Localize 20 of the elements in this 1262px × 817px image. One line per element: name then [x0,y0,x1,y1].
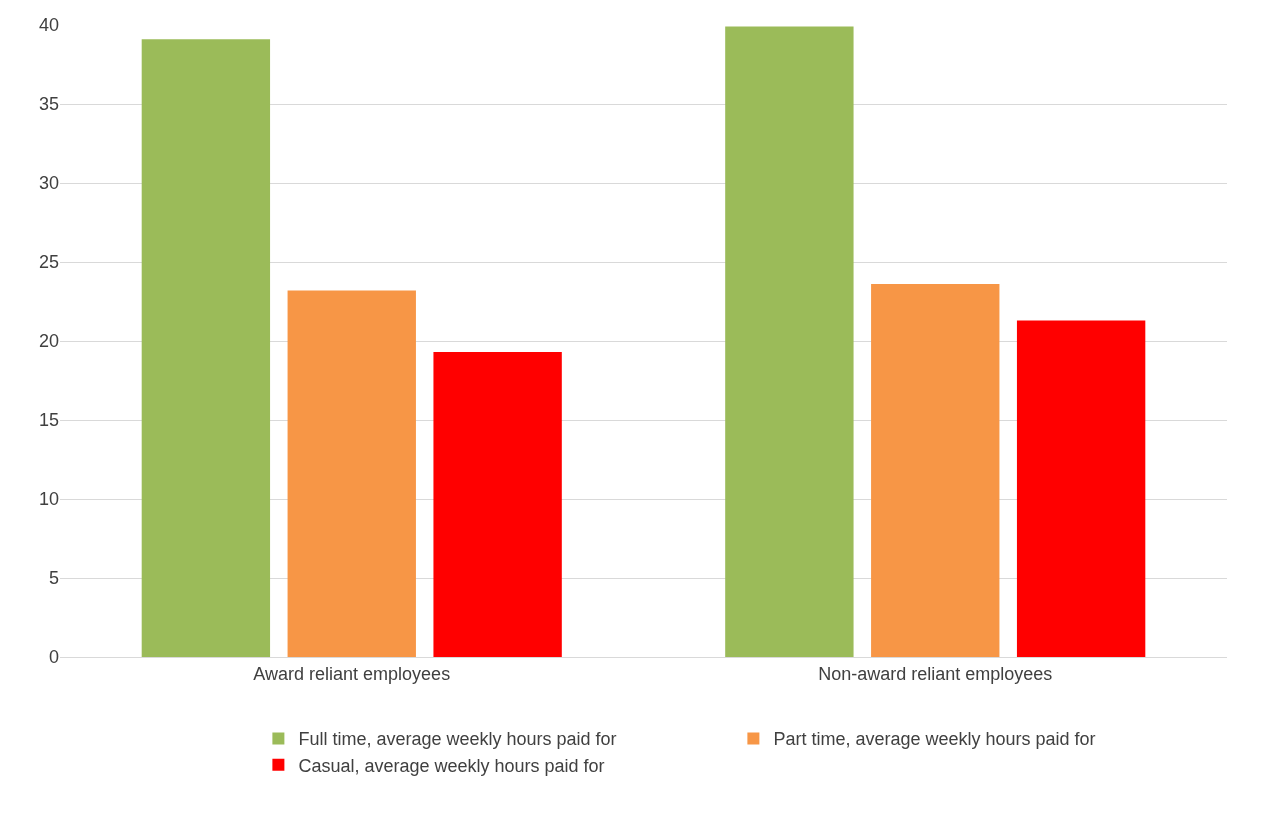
y-tick-label: 30 [38,173,59,194]
y-tick-label: 35 [38,94,59,115]
x-tick-label: Award reliant employees [253,663,451,684]
bar [1016,320,1146,657]
y-tick-label: 25 [38,252,59,273]
y-tick-label: 10 [38,489,59,510]
x-tick-label: Non-award reliant employees [818,663,1053,684]
y-tick-label: 15 [38,410,59,431]
y-tick-label: 20 [38,331,59,352]
bar [725,26,854,657]
bar [871,284,1000,657]
legend-label: Casual, average weekly hours paid for [298,755,605,776]
y-tick-label: 40 [38,15,59,36]
y-tick-label: 5 [48,568,59,589]
y-tick-label: 0 [48,647,59,668]
bar [287,290,416,657]
legend-label: Part time, average weekly hours paid for [773,729,1096,750]
bar [141,39,271,657]
bar [433,352,562,657]
legend-label: Full time, average weekly hours paid for [298,729,617,750]
